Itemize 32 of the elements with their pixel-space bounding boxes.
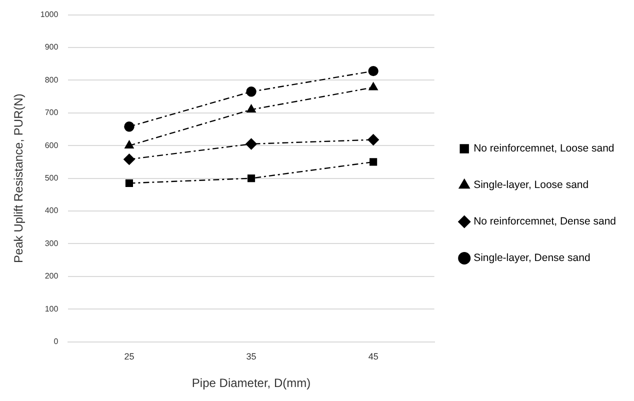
y-tick-label: 700 [44, 108, 59, 118]
legend-label: Single-layer, Loose sand [474, 179, 589, 192]
point [370, 158, 378, 166]
legend-label: No reinforcemnet, Loose sand [474, 142, 614, 155]
x-tick-label: 25 [124, 352, 134, 362]
point [124, 140, 134, 148]
point [246, 138, 257, 150]
y-tick-label: 200 [44, 272, 59, 281]
y-tick-label: 0 [54, 337, 59, 346]
y-axis-title: Peak Uplift Resistance, PUR(N) [12, 94, 26, 263]
y-tick-label: 100 [44, 304, 59, 314]
legend-label: No reinforcemnet, Dense sand [474, 216, 616, 228]
x-tick-label: 45 [368, 352, 378, 362]
point [368, 82, 378, 90]
point [246, 86, 256, 97]
point [368, 134, 379, 146]
point [124, 154, 135, 165]
x-tick-label: 35 [246, 352, 256, 362]
y-tick-label: 500 [44, 174, 59, 183]
y-tick-label: 400 [44, 206, 59, 216]
point [247, 174, 256, 182]
y-tick-label: 900 [44, 42, 59, 52]
y-tick-label: 1000 [40, 10, 59, 20]
legend-label: Single-layer, Dense sand [474, 252, 590, 264]
point [124, 122, 134, 132]
y-tick-label: 800 [44, 75, 59, 84]
point [246, 104, 256, 112]
point [368, 66, 378, 76]
y-tick-label: 300 [44, 238, 59, 248]
y-tick-label: 600 [44, 140, 59, 150]
point [125, 179, 134, 187]
x-axis-title: Pipe Diameter, D(mm) [192, 376, 311, 390]
